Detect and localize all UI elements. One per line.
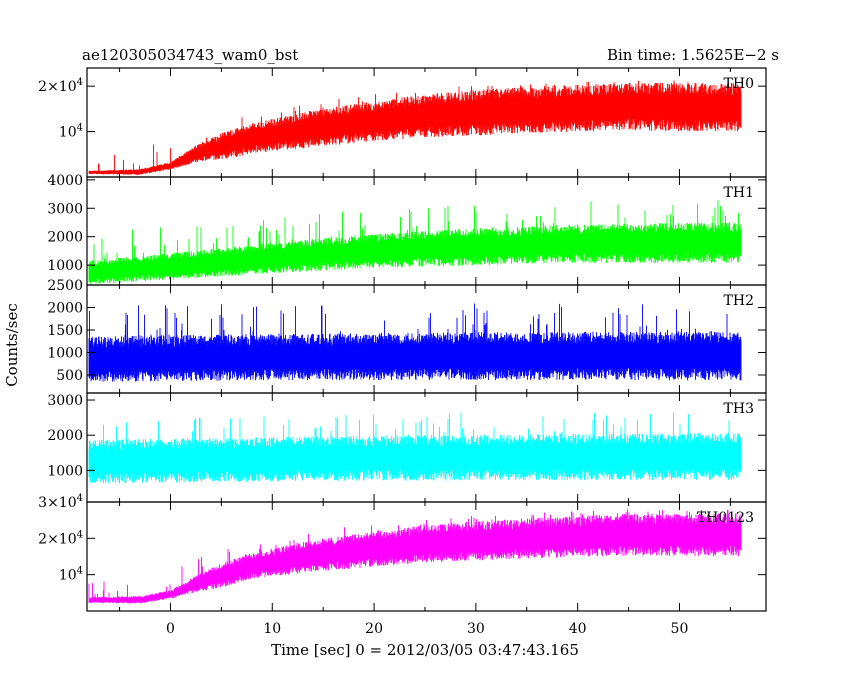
y-tick-label: 104 [59, 123, 83, 141]
series-th2 [88, 303, 742, 382]
panel-th0: 104 2×104 TH0 [38, 67, 767, 178]
y-tick-label: 1000 [47, 258, 83, 274]
panel-label-th2: TH2 [724, 293, 754, 309]
panel-th2: 500 1000 1500 2000 2500 TH2 [47, 278, 767, 394]
x-tick-label: 10 [263, 621, 281, 637]
panel-label-th3: TH3 [724, 401, 754, 417]
y-tick-label: 3000 [47, 201, 83, 217]
y-tick-label: 104 [59, 566, 83, 584]
series-th3 [88, 412, 742, 484]
x-tick-label: 40 [569, 621, 587, 637]
panel-frame [86, 501, 767, 612]
x-tick-label: 50 [671, 621, 689, 637]
x-tick-label: 0 [166, 621, 175, 637]
observation-id-label: ae120305034743_wam0_bst [82, 46, 298, 64]
panel-label-th0: TH0 [724, 76, 754, 92]
y-tick-label: 3×104 [38, 493, 83, 511]
panel-th1: 1000 2000 3000 4000 TH1 [47, 173, 767, 286]
series-th0123 [88, 509, 742, 604]
x-axis-label: Time [sec] 0 = 2012/03/05 03:47:43.165 [271, 641, 579, 659]
y-tick-label: 2000 [47, 230, 83, 246]
series-th0 [88, 80, 742, 175]
y-tick-label: 1000 [47, 463, 83, 479]
y-tick-label: 2000 [47, 301, 83, 317]
x-tick-label: 20 [365, 621, 383, 637]
y-tick-label: 3000 [47, 393, 83, 409]
x-tick-label: 30 [467, 621, 485, 637]
bin-time-label: Bin time: 1.5625E−2 s [607, 46, 779, 64]
y-tick-label: 2500 [47, 278, 83, 294]
y-tick-label: 1500 [47, 323, 83, 339]
y-tick-label: 4000 [47, 173, 83, 189]
y-tick-label: 2×104 [38, 529, 83, 547]
panel-th0123: 104 2×104 3×104 TH0123 [38, 493, 767, 612]
y-axis-label: Counts/sec [3, 303, 21, 387]
panel-label-th0123: TH0123 [697, 510, 754, 526]
panel-label-th1: TH1 [724, 185, 754, 201]
y-tick-label: 2×104 [38, 77, 83, 95]
series-th1 [88, 200, 742, 284]
y-tick-label: 2000 [47, 428, 83, 444]
y-tick-label: 1000 [47, 346, 83, 362]
y-tick-label: 500 [56, 368, 83, 384]
panel-th3: 1000 2000 3000 TH3 [47, 392, 767, 503]
